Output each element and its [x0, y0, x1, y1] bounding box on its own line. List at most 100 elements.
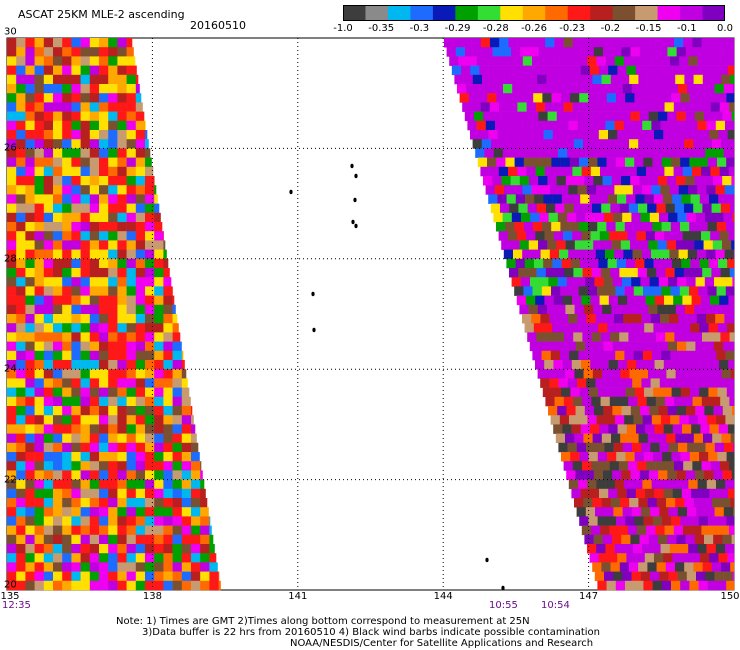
swath-cell	[614, 120, 625, 131]
swath-cell	[523, 286, 533, 296]
swath-cell	[16, 553, 26, 563]
swath-cell	[726, 516, 735, 526]
swath-cell	[554, 396, 565, 407]
swath-cell	[483, 111, 493, 122]
swath-cell	[135, 304, 146, 315]
swath-cell	[605, 185, 615, 195]
swath-cell	[145, 396, 155, 407]
swath-cell	[647, 74, 658, 85]
swath-cell	[604, 507, 614, 517]
swath-cell	[562, 130, 572, 140]
swath-cell	[664, 231, 674, 241]
swath-cell	[71, 470, 81, 480]
swath-cell	[154, 544, 164, 554]
swath-cell	[594, 212, 605, 223]
swath-cell	[99, 544, 109, 554]
colorbar-swatch	[680, 5, 704, 21]
swath-cell	[145, 544, 155, 554]
swath-cell	[561, 387, 571, 398]
swath-cell	[135, 350, 146, 361]
swath-cell	[636, 295, 646, 306]
swath-cell	[549, 84, 559, 94]
swath-cell	[547, 111, 558, 122]
swath-cell	[99, 433, 109, 444]
swath-cell	[695, 47, 705, 57]
swath-cell	[631, 148, 642, 158]
swath-cell	[507, 65, 517, 76]
swath-cell	[108, 470, 118, 480]
lat-tick-label: 22	[4, 474, 17, 486]
swath-cell	[453, 38, 463, 48]
swath-cell	[525, 130, 535, 140]
swath-cell	[145, 369, 155, 379]
swath-cell	[7, 396, 17, 407]
swath-cell	[723, 84, 734, 94]
swath-cell	[154, 268, 164, 278]
swath-cell	[537, 369, 548, 379]
swath-cell	[651, 415, 662, 425]
swath-cell	[512, 84, 522, 94]
swath-cell	[145, 350, 155, 361]
swath-cell	[610, 74, 621, 85]
swath-cell	[53, 157, 63, 168]
swath-cell	[667, 470, 677, 480]
swath-cell	[517, 166, 527, 177]
swath-cell	[25, 534, 35, 545]
swath-cell	[630, 111, 640, 122]
swath-cell	[126, 571, 137, 582]
swath-cell	[662, 323, 673, 333]
swath-cell	[53, 185, 63, 195]
swath-cell	[704, 406, 714, 416]
swath-cell	[611, 304, 621, 315]
swath-cell	[62, 350, 72, 361]
swath-cell	[7, 562, 17, 572]
swath-cell	[474, 47, 484, 57]
swath-cell	[595, 442, 605, 453]
swath-cell	[712, 304, 723, 315]
swath-cell	[637, 268, 648, 278]
swath-cell	[117, 369, 127, 379]
swath-cell	[545, 102, 555, 112]
swath-cell	[163, 442, 173, 453]
swath-cell	[646, 102, 656, 112]
swath-cell	[99, 332, 109, 342]
swath-cell	[191, 479, 201, 490]
swath-cell	[543, 65, 554, 76]
swath-cell	[7, 516, 17, 526]
swath-cell	[181, 406, 192, 416]
swath-cell	[135, 111, 145, 122]
swath-cell	[154, 470, 164, 480]
swath-cell	[638, 74, 648, 85]
swath-cell	[172, 516, 183, 526]
swath-cell	[498, 166, 509, 177]
swath-cell	[618, 231, 628, 241]
swath-cell	[7, 525, 17, 536]
swath-cell	[16, 424, 26, 434]
swath-cell	[89, 433, 100, 444]
swath-cell	[117, 479, 127, 490]
swath-cell	[126, 93, 137, 103]
swath-cell	[135, 268, 146, 278]
swath-cell	[154, 286, 164, 296]
swath-cell	[53, 304, 63, 315]
swath-cell	[99, 378, 109, 388]
swath-cell	[560, 222, 570, 232]
swath-cell	[563, 231, 573, 241]
swath-cell	[730, 139, 735, 149]
swath-cell	[154, 580, 164, 591]
swath-cell	[108, 222, 118, 232]
swath-cell	[99, 360, 109, 370]
swath-cell	[7, 424, 17, 434]
swath-cell	[444, 38, 454, 48]
swath-cell	[71, 84, 81, 94]
swath-cell	[62, 130, 72, 140]
swath-cell	[80, 424, 91, 434]
swath-cell	[154, 461, 164, 471]
colorbar-tick-label: -0.35	[368, 23, 395, 34]
swath-cell	[592, 562, 602, 572]
swath-cell	[163, 461, 173, 471]
swath-cell	[108, 65, 118, 76]
swath-cell	[595, 249, 606, 260]
swath-cell	[71, 222, 81, 232]
island-mark	[354, 223, 358, 229]
